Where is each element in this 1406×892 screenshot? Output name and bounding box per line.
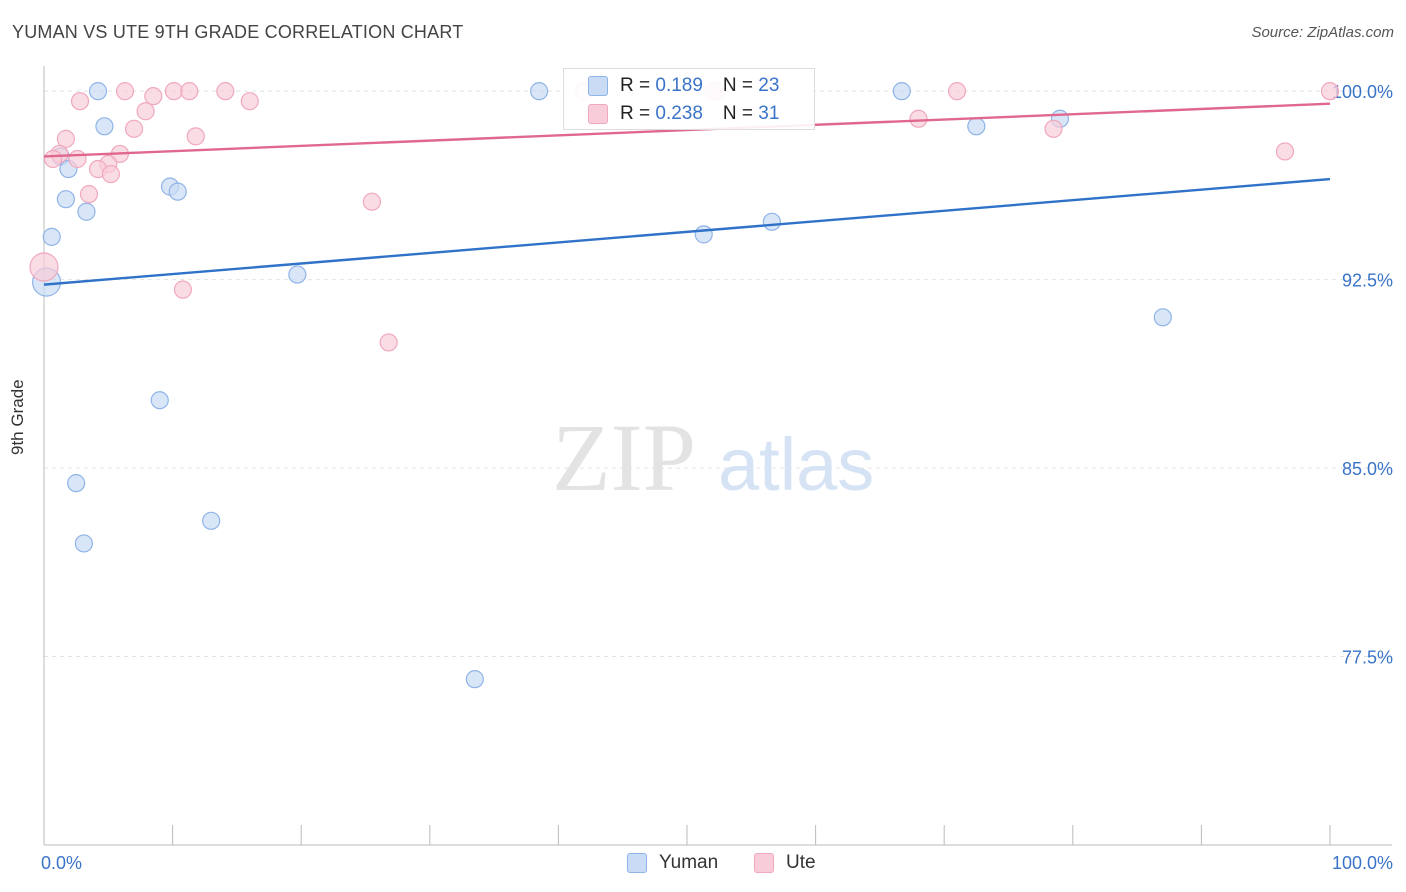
ute-legend-swatch (754, 853, 774, 873)
yuman-r-label: R = (620, 75, 656, 96)
ute-point (379, 333, 398, 352)
ute-point (115, 82, 135, 101)
yuman-point (967, 117, 986, 136)
ute-point (947, 82, 967, 101)
ute-trend-line (43, 102, 1331, 158)
stats-legend: R = 0.189 N = 23 R = 0.238 N = 31 (563, 68, 815, 130)
x-tick-label: 100.0% (1332, 853, 1393, 873)
ute-point (173, 280, 192, 299)
bottom-legend-ute: Ute (754, 852, 816, 874)
ute-point (1044, 119, 1063, 138)
yuman-point (694, 225, 713, 244)
ute-point (362, 192, 382, 211)
ute-point (68, 149, 87, 169)
ute-point (240, 92, 259, 111)
ute-n-label: N = (722, 103, 759, 124)
yuman-r-value: 0.189 (655, 75, 703, 96)
y-tick-label: 92.5% (1342, 271, 1393, 291)
x-tick-label: 0.0% (41, 853, 82, 873)
ute-point (124, 119, 144, 138)
ute-swatch (588, 104, 608, 124)
ute-point (144, 87, 163, 106)
yuman-trend-line (43, 177, 1331, 286)
ute-point (164, 82, 183, 101)
ute-point (43, 149, 63, 169)
ute-point (136, 102, 155, 121)
yuman-point (168, 182, 187, 201)
ute-point (101, 164, 120, 184)
yuman-point (202, 511, 221, 530)
yuman-point (465, 670, 484, 689)
yuman-point (892, 82, 911, 101)
legend-row-ute: R = 0.238 N = 31 (588, 101, 779, 127)
ute-point (180, 82, 199, 101)
legend-row-yuman: R = 0.189 N = 23 (588, 73, 779, 99)
yuman-point (762, 212, 781, 231)
yuman-point (88, 82, 108, 101)
ute-n-value: 31 (758, 103, 780, 124)
yuman-point (67, 474, 86, 493)
yuman-legend-swatch (627, 853, 647, 873)
watermark-atlas: atlas (718, 423, 874, 506)
watermark-zip: ZIP (552, 404, 696, 511)
ute-point (186, 127, 205, 146)
yuman-point (150, 391, 169, 410)
ute-point (909, 109, 928, 128)
ute-point (1275, 142, 1295, 161)
ute-point (70, 92, 90, 111)
ute-point (1320, 82, 1340, 101)
yuman-point (530, 82, 549, 101)
yuman-point (1153, 308, 1172, 327)
yuman-point (56, 190, 75, 209)
ute-point (29, 252, 59, 282)
ute-r-label: R = (620, 103, 656, 124)
ute-point (79, 185, 99, 204)
ute-r-value: 0.238 (655, 103, 703, 124)
yuman-point (288, 265, 307, 284)
yuman-point (74, 534, 93, 553)
chart-source: Source: ZipAtlas.com (1251, 24, 1394, 41)
yuman-point (95, 117, 114, 136)
ute-point (216, 82, 235, 101)
yuman-swatch (588, 76, 608, 96)
y-tick-label: 100.0% (1332, 82, 1393, 102)
yuman-point (77, 202, 96, 221)
yuman-n-value: 23 (758, 75, 780, 96)
yuman-point (42, 227, 61, 246)
bottom-legend-yuman: Yuman (627, 852, 718, 874)
yuman-legend-label: Yuman (659, 852, 719, 873)
yuman-n-label: N = (722, 75, 759, 96)
y-tick-label: 85.0% (1342, 459, 1393, 479)
ute-point (56, 129, 75, 148)
chart-title: YUMAN VS UTE 9TH GRADE CORRELATION CHART (12, 22, 464, 42)
y-tick-label: 77.5% (1342, 648, 1393, 668)
ute-legend-label: Ute (786, 852, 816, 873)
